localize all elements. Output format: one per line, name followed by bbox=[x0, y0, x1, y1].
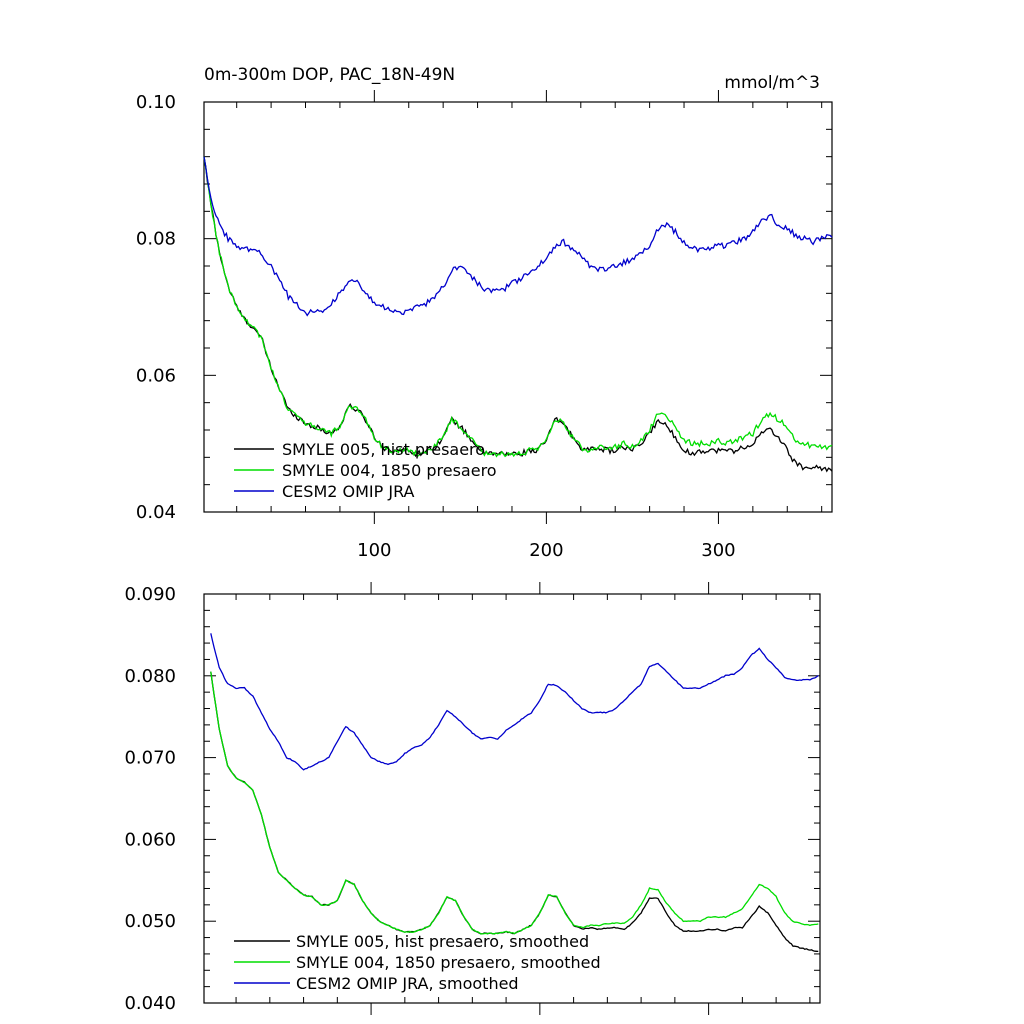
plot-frame bbox=[203, 101, 833, 513]
x-tick-label: 300 bbox=[701, 540, 735, 561]
series-line bbox=[210, 671, 819, 953]
y-tick-label: 0.050 bbox=[124, 911, 176, 932]
y-tick-label: 0.10 bbox=[136, 92, 176, 113]
y-tick-label: 0.090 bbox=[124, 584, 176, 605]
units-label: mmol/m^3 bbox=[724, 73, 820, 93]
y-tick-label: 0.04 bbox=[136, 502, 176, 523]
legend-label: SMYLE 005, hist presaero, smoothed bbox=[296, 932, 589, 951]
y-tick-label: 0.070 bbox=[124, 748, 176, 769]
series-line bbox=[210, 671, 819, 935]
y-tick-label: 0.080 bbox=[124, 666, 176, 687]
series-line bbox=[210, 633, 819, 771]
bottom-panel: 0.040 0.050 0.060 0.070 0.080 0.090 SMYLE 005,… bbox=[124, 582, 821, 1015]
series-line bbox=[203, 156, 833, 473]
legend-label: SMYLE 004, 1850 presaero bbox=[282, 461, 497, 480]
y-tick-label: 0.06 bbox=[136, 365, 176, 386]
chart-title: 0m-300m DOP, PAC_18N-49N bbox=[204, 65, 455, 85]
x-tick-label: 100 bbox=[357, 540, 391, 561]
x-tick-label: 200 bbox=[529, 540, 563, 561]
legend-label: SMYLE 004, 1850 presaero, smoothed bbox=[296, 953, 601, 972]
legend-label: SMYLE 005, hist presaero bbox=[282, 440, 485, 459]
top-panel: 0m-300m DOP, PAC_18N-49N mmol/m^3 0.04 0.… bbox=[136, 65, 833, 561]
plot-frame bbox=[203, 593, 821, 1004]
y-tick-label: 0.060 bbox=[124, 829, 176, 850]
legend-label: CESM2 OMIP JRA, smoothed bbox=[296, 974, 519, 993]
series-line bbox=[203, 156, 833, 458]
y-tick-label: 0.040 bbox=[124, 993, 176, 1014]
legend-label: CESM2 OMIP JRA bbox=[282, 482, 415, 501]
series-line bbox=[203, 156, 833, 317]
y-tick-label: 0.08 bbox=[136, 229, 176, 250]
